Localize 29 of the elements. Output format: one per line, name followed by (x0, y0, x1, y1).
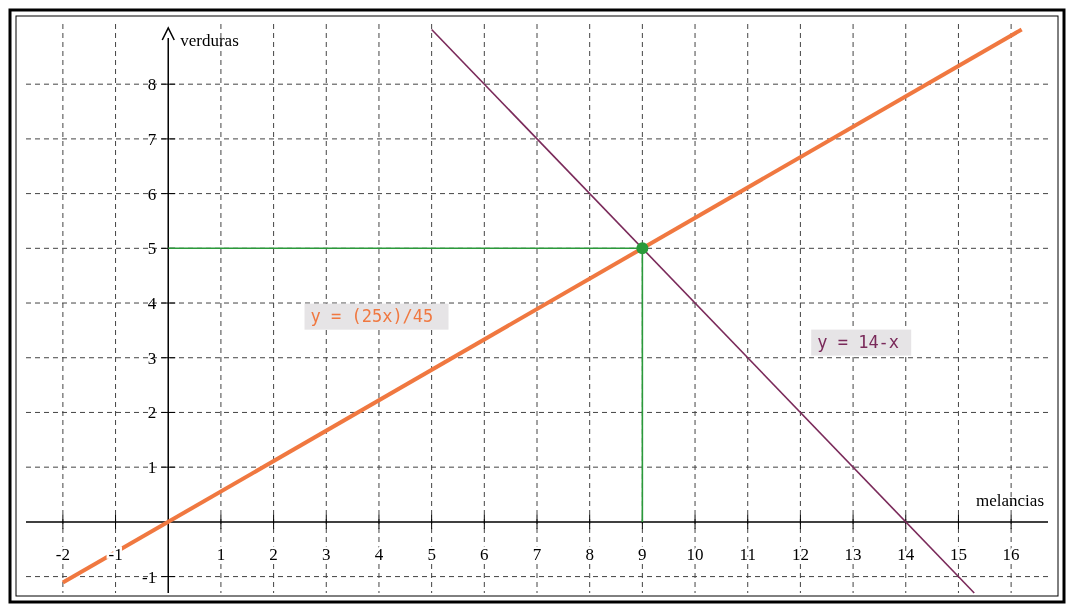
y-tick-label: 2 (147, 403, 157, 423)
text: y = (25x)/45 (310, 305, 434, 326)
x-tick-label: 12 (791, 544, 809, 564)
x-tick-label: 9 (638, 544, 647, 564)
x-tick-label: 2 (269, 544, 278, 564)
x-axis-title: melancias (976, 490, 1044, 510)
x-tick-label: 5 (427, 544, 436, 564)
y-tick-label: 6 (147, 184, 157, 204)
x-tick-label: 16 (1002, 544, 1020, 564)
y-tick-label: 3 (147, 348, 157, 368)
x-tick-label: 6 (480, 544, 489, 564)
y-tick-label: 7 (147, 129, 157, 149)
x-tick-label: 10 (686, 544, 704, 564)
x-tick-label: 4 (374, 544, 384, 564)
y-tick-label: 4 (147, 294, 157, 314)
x-tick-label: 1 (216, 544, 226, 564)
y-axis-title: verduras (180, 31, 239, 50)
x-tick-label: 13 (844, 544, 862, 564)
text: y = 14-x (817, 331, 900, 352)
x-tick-label: 3 (322, 544, 331, 564)
y-tick-label: 5 (147, 239, 157, 259)
x-tick-label: -2 (55, 544, 70, 564)
x-tick-label: 14 (897, 544, 915, 564)
x-tick-label: 7 (532, 544, 542, 564)
y-tick-label: 1 (147, 458, 157, 478)
x-tick-label: 8 (585, 544, 594, 564)
x-tick-label: 15 (949, 544, 967, 564)
x-tick-label: 11 (739, 544, 756, 564)
y-tick-label: 8 (147, 75, 157, 95)
